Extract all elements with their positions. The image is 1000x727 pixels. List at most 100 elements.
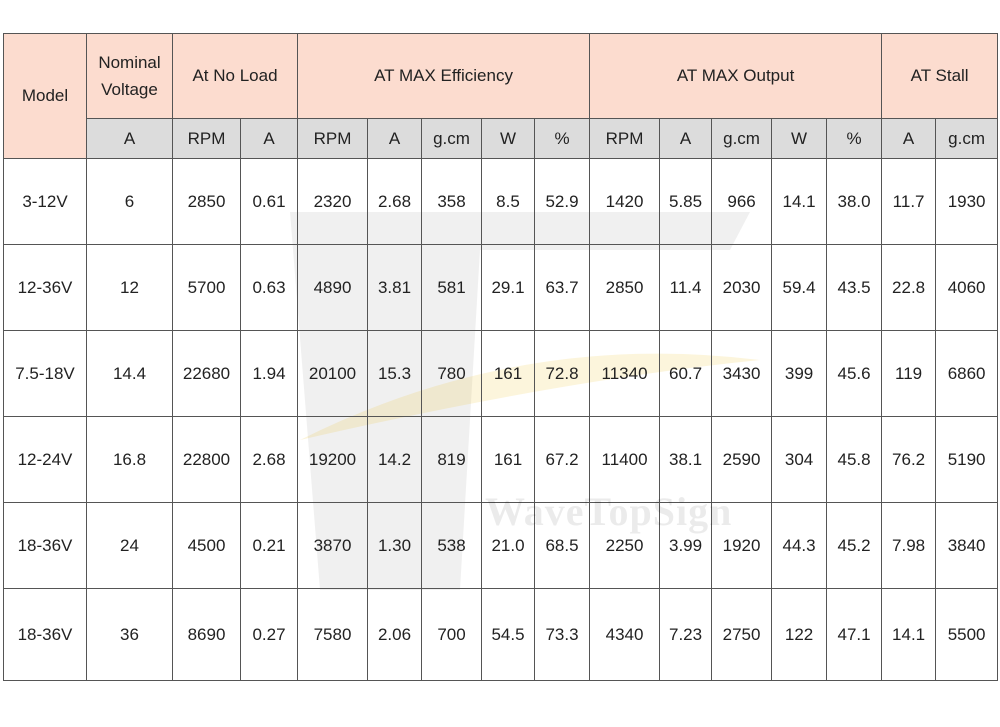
unit-cell: A [659, 118, 713, 159]
data-cell: 7.98 [881, 502, 937, 589]
data-cell: 7.23 [659, 588, 713, 681]
data-cell: 16.8 [86, 416, 173, 503]
data-cell: 7.5-18V [3, 330, 87, 417]
data-cell: 581 [421, 244, 482, 331]
unit-cell: A [240, 118, 298, 159]
unit-cell: A [367, 118, 422, 159]
data-cell: 36 [86, 588, 173, 681]
data-cell: 11400 [589, 416, 661, 503]
data-cell: 6 [86, 158, 173, 245]
unit-cell: g.cm [935, 118, 999, 159]
data-cell: 22680 [172, 330, 241, 417]
data-cell: 29.1 [481, 244, 535, 331]
header-row: Model Nominal Voltage At No Load AT MAX … [3, 33, 999, 159]
header-cell: AT Stall [881, 33, 999, 119]
header-cell: Nominal Voltage [86, 33, 173, 119]
data-cell: 19200 [297, 416, 368, 503]
data-cell: 358 [421, 158, 482, 245]
unit-cell: RPM [589, 118, 661, 159]
unit-cell: g.cm [711, 118, 773, 159]
data-cell: 14.2 [367, 416, 422, 503]
data-cell: 45.8 [826, 416, 883, 503]
data-cell: 3840 [935, 502, 999, 589]
data-row: 18-36V 24 4500 0.21 3870 1.30 538 21.0 68.5 2250 3… [3, 502, 999, 589]
header-cell: AT MAX Output [589, 33, 883, 119]
data-cell: 7580 [297, 588, 368, 681]
data-cell: 11.4 [659, 244, 713, 331]
data-cell: 68.5 [533, 502, 591, 589]
data-row: 12-24V 16.8 22800 2.68 19200 14.2 819 161 67.2 11… [3, 416, 999, 503]
data-cell: 47.1 [826, 588, 883, 681]
data-cell: 819 [421, 416, 482, 503]
data-cell: 2.68 [367, 158, 422, 245]
data-cell: 2320 [297, 158, 368, 245]
data-cell: 1920 [711, 502, 773, 589]
data-cell: 3.99 [659, 502, 713, 589]
data-cell: 2850 [589, 244, 661, 331]
data-row: 18-36V 36 8690 0.27 7580 2.06 700 54.5 73.3 4340 7… [3, 588, 999, 681]
unit-cell: RPM [297, 118, 368, 159]
data-cell: 52.9 [533, 158, 591, 245]
data-cell: 22.8 [881, 244, 937, 331]
data-cell: 2030 [711, 244, 773, 331]
header-cell: AT MAX Efficiency [296, 33, 591, 119]
data-cell: 5700 [172, 244, 241, 331]
data-cell: 3870 [297, 502, 368, 589]
data-cell: 3430 [711, 330, 773, 417]
data-cell: 1930 [935, 158, 999, 245]
data-row: 7.5-18V 14.4 22680 1.94 20100 15.3 780 161 72.8 1… [3, 330, 999, 417]
data-cell: 20100 [297, 330, 368, 417]
data-cell: 5500 [935, 588, 999, 681]
data-cell: 4890 [297, 244, 368, 331]
data-cell: 18-36V [3, 502, 87, 589]
unit-cell: A [881, 118, 937, 159]
data-cell: 54.5 [481, 588, 535, 681]
data-cell: 60.7 [659, 330, 713, 417]
unit-cell: g.cm [421, 118, 482, 159]
data-cell: 3.81 [367, 244, 422, 331]
data-cell: 304 [771, 416, 828, 503]
data-cell: 2750 [711, 588, 773, 681]
data-cell: 6860 [935, 330, 999, 417]
data-cell: 12-36V [3, 244, 87, 331]
data-cell: 161 [481, 416, 535, 503]
data-cell: 2.06 [367, 588, 422, 681]
data-cell: 2850 [172, 158, 241, 245]
data-cell: 780 [421, 330, 482, 417]
data-cell: 12 [86, 244, 173, 331]
data-cell: 700 [421, 588, 482, 681]
data-cell: 2590 [711, 416, 773, 503]
data-cell: 5.85 [659, 158, 713, 245]
data-cell: 38.0 [826, 158, 883, 245]
data-cell: 1420 [589, 158, 661, 245]
data-cell: 43.5 [826, 244, 883, 331]
data-cell: 11340 [589, 330, 661, 417]
spec-table: Model Nominal Voltage At No Load AT MAX … [3, 33, 999, 681]
data-cell: 2250 [589, 502, 661, 589]
data-cell: 5190 [935, 416, 999, 503]
unit-cell: RPM [172, 118, 241, 159]
data-cell: 59.4 [771, 244, 828, 331]
data-cell: 4060 [935, 244, 999, 331]
data-cell: 67.2 [533, 416, 591, 503]
data-row: 3-12V 6 2850 0.61 2320 2.68 358 8.5 52.9 1420 5.85… [3, 158, 999, 245]
data-cell: 14.1 [881, 588, 937, 681]
data-cell: 8690 [172, 588, 241, 681]
data-cell: 63.7 [533, 244, 591, 331]
data-cell: 538 [421, 502, 482, 589]
data-cell: 966 [711, 158, 773, 245]
unit-cell: % [826, 118, 883, 159]
data-cell: 22800 [172, 416, 241, 503]
data-cell: 122 [771, 588, 828, 681]
data-row: 12-36V 12 5700 0.63 4890 3.81 581 29.1 63.7 2850 1… [3, 244, 999, 331]
data-cell: 38.1 [659, 416, 713, 503]
data-cell: 14.4 [86, 330, 173, 417]
data-cell: 161 [481, 330, 535, 417]
data-cell: 44.3 [771, 502, 828, 589]
data-cell: 45.6 [826, 330, 883, 417]
unit-cell: W [771, 118, 828, 159]
unit-cell: A [86, 118, 173, 159]
unit-cell: W [481, 118, 535, 159]
data-cell: 119 [881, 330, 937, 417]
